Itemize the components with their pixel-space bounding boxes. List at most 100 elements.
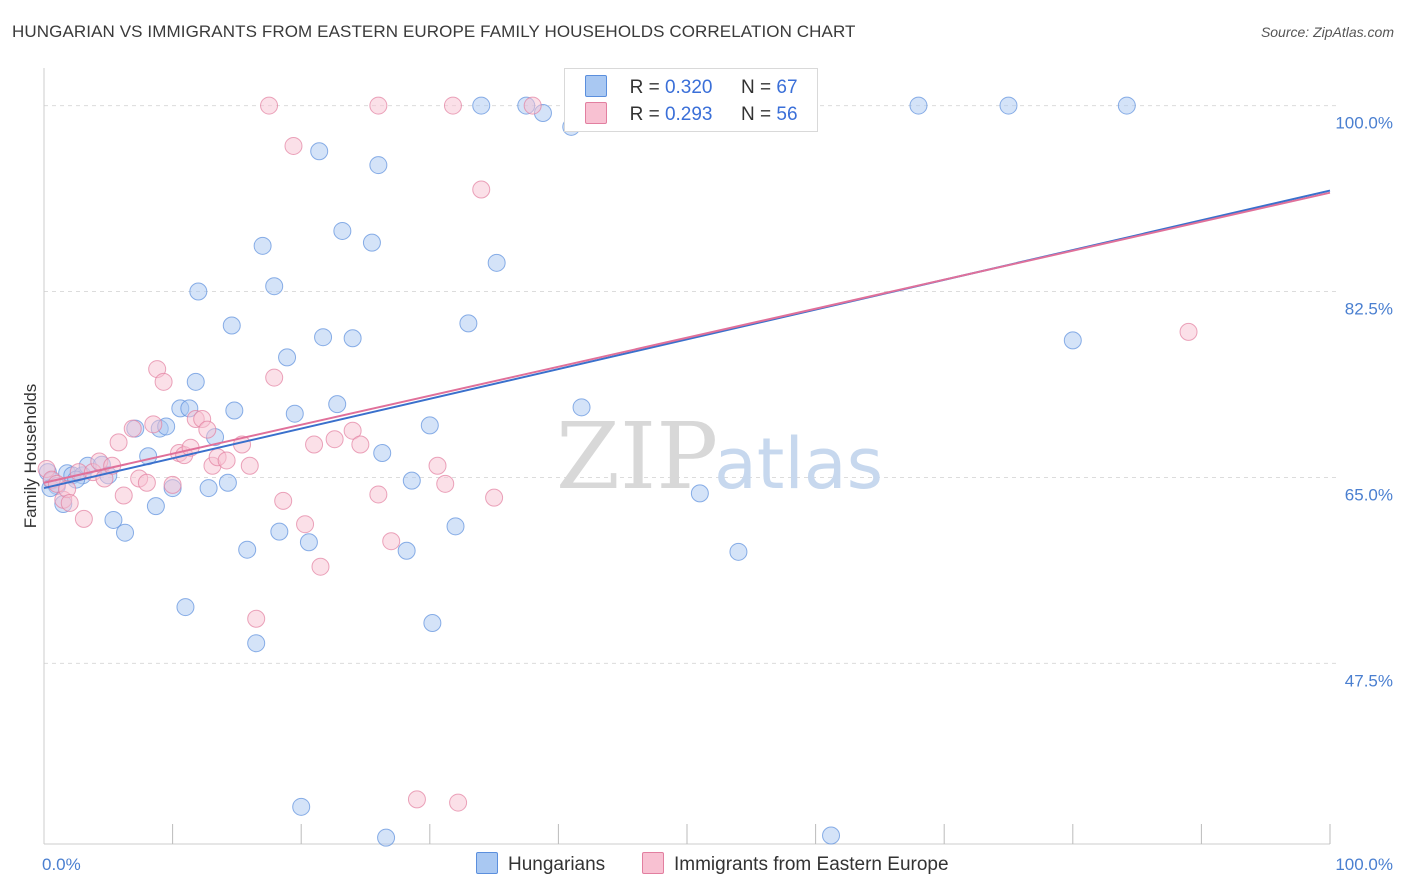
legend-r-label: R = <box>629 104 665 125</box>
y-tick-label: 65.0% <box>1345 485 1393 504</box>
immigrant-point <box>311 557 330 576</box>
hungarian-point <box>186 372 205 391</box>
axis-labels: 47.5% 65.0% 82.5% 100.0% 0.0% 100.0% Family Ho… <box>21 114 1393 874</box>
watermark-atlas: atlas <box>714 423 883 505</box>
hungarian-point <box>238 540 257 559</box>
hungarian-point <box>104 510 123 529</box>
y-tick-label: 82.5% <box>1345 300 1393 319</box>
legend-n-value: 56 <box>776 104 798 125</box>
correlation-legend: R = 0.320 N = 67 R = 0.293 N = 56 <box>564 68 818 132</box>
hungarian-point <box>222 316 241 335</box>
hungarian-point <box>362 233 381 252</box>
hungarian-point <box>247 634 266 653</box>
hungarian-point <box>199 479 218 498</box>
immigrant-point <box>240 456 259 475</box>
hungarian-point <box>402 471 421 490</box>
hungarian-point <box>218 473 237 492</box>
hungarian-point <box>420 416 439 435</box>
hungarian-point <box>423 614 442 632</box>
hungarian-point <box>377 828 396 847</box>
hungarian-point <box>265 277 284 296</box>
immigrant-trend-line <box>43 191 1331 484</box>
immigrant-point <box>144 415 163 434</box>
immigrant-point <box>305 435 324 454</box>
hungarian-point <box>299 533 318 552</box>
immigrant-point <box>163 475 182 494</box>
immigrant-point <box>274 491 293 510</box>
immigrant-point <box>296 515 315 534</box>
hungarian-point <box>999 96 1018 115</box>
hungarian-point <box>314 328 333 347</box>
hungarian-point <box>690 484 709 503</box>
hungarian-point <box>189 282 208 301</box>
hungarian-point <box>285 404 304 423</box>
hungarian-point <box>278 348 297 367</box>
source-label: Source: ZipAtlas.com <box>1260 24 1394 40</box>
hungarian-point <box>487 253 506 272</box>
immigrant-point <box>260 96 279 115</box>
legend-r-value: 0.293 <box>664 104 713 125</box>
legend-swatch-hungarians <box>585 75 607 97</box>
hungarian-point <box>116 523 135 542</box>
immigrant-point <box>60 493 79 512</box>
y-tick-label: 47.5% <box>1345 671 1393 690</box>
immigrant-point <box>137 473 156 492</box>
legend-row-hungarians: R = 0.320 N = 67 <box>585 75 798 99</box>
immigrant-point <box>1179 322 1198 341</box>
immigrant-point <box>407 790 426 809</box>
immigrant-point <box>325 430 344 449</box>
bottom-legend-label-immigrants: Immigrants from Eastern Europe <box>674 854 949 875</box>
legend-r-value: 0.320 <box>664 77 713 98</box>
y-tick-label: 100.0% <box>1335 114 1393 133</box>
hungarian-point <box>472 96 491 115</box>
hungarian-point <box>397 541 416 560</box>
x-tick-label: 0.0% <box>42 855 81 874</box>
bottom-legend-swatch-hungarians <box>476 852 498 874</box>
hungarian-point <box>373 444 392 462</box>
hungarian-point <box>328 395 347 414</box>
immigrant-point <box>154 372 173 391</box>
hungarian-point <box>909 96 928 115</box>
hungarian-point <box>333 221 352 240</box>
immigrant-point <box>198 420 217 439</box>
immigrant-point <box>443 96 462 115</box>
immigrant-point <box>74 509 93 528</box>
hungarian-point <box>572 398 591 417</box>
immigrant-point <box>485 488 504 507</box>
legend-n-label: N = <box>741 104 777 125</box>
immigrant-point <box>428 456 447 475</box>
immigrant-point <box>109 433 128 452</box>
gridlines <box>44 105 1338 664</box>
immigrant-point <box>265 368 284 387</box>
immigrant-point <box>284 136 303 155</box>
hungarian-point <box>225 401 244 420</box>
immigrant-point <box>351 435 370 454</box>
immigrant-point <box>369 485 388 504</box>
immigrant-point <box>436 474 455 493</box>
hungarian-point <box>310 142 329 161</box>
hungarian-point <box>459 314 478 333</box>
hungarian-point <box>822 826 841 845</box>
watermark: ZIP atlas <box>556 403 883 510</box>
hungarian-point <box>292 797 311 816</box>
hungarian-point <box>446 517 465 536</box>
bottom-legend-hungarians: Hungarians <box>476 852 605 876</box>
hungarian-point <box>1063 331 1082 350</box>
y-axis-title: Family Households <box>21 384 40 529</box>
hungarian-point <box>1117 96 1136 115</box>
bottom-legend-label-hungarians: Hungarians <box>508 854 606 875</box>
legend-n-value: 67 <box>776 77 798 98</box>
hungarian-point <box>270 522 289 541</box>
bottom-legend-swatch-immigrants <box>642 852 664 874</box>
immigrant-point <box>472 180 491 199</box>
hungarian-point <box>146 497 165 516</box>
legend-swatch-immigrants <box>585 102 607 124</box>
bottom-legend-immigrants: Immigrants from Eastern Europe <box>642 852 949 876</box>
trend-lines <box>43 189 1331 490</box>
x-tick-label: 100.0% <box>1335 855 1393 874</box>
immigrant-point <box>523 96 542 115</box>
hungarian-point <box>343 329 362 348</box>
legend-r-label: R = <box>629 77 665 98</box>
immigrant-point <box>369 96 388 115</box>
hungarian-point <box>729 542 748 561</box>
